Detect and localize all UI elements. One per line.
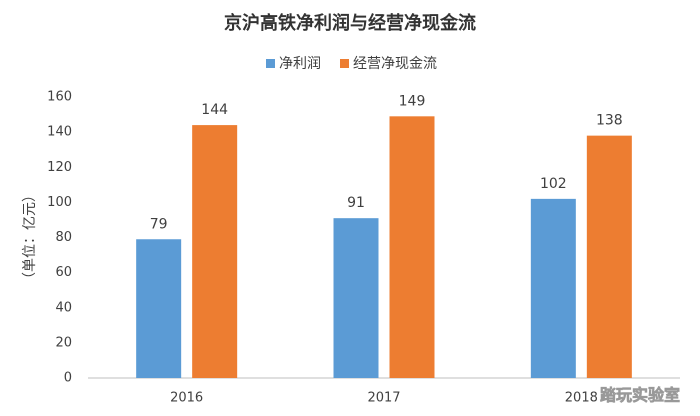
y-tick-label: 60 — [55, 265, 72, 280]
y-tick-label: 40 — [55, 300, 72, 315]
legend-label: 经营净现金流 — [353, 56, 437, 72]
bar — [192, 125, 238, 378]
y-axis-label: （单位：亿元） — [22, 188, 38, 286]
data-label: 79 — [150, 216, 168, 232]
y-tick-label: 100 — [47, 195, 72, 210]
legend-swatch — [340, 59, 349, 68]
bar — [136, 239, 182, 378]
chart-title: 京沪高铁净利润与经营净现金流 — [224, 12, 476, 34]
data-label: 102 — [540, 176, 567, 192]
y-tick-label: 20 — [55, 335, 72, 350]
y-tick-label: 140 — [47, 125, 72, 140]
legend-swatch — [266, 59, 275, 68]
data-label: 144 — [201, 102, 228, 118]
bar — [389, 116, 435, 378]
bar — [530, 198, 576, 378]
watermark: 踏玩实验室 — [600, 386, 680, 405]
x-tick-label: 2018 — [565, 391, 598, 406]
x-tick-label: 2017 — [367, 391, 400, 406]
bar — [586, 135, 632, 378]
bar — [333, 218, 379, 378]
data-label: 91 — [347, 195, 365, 211]
y-tick-label: 80 — [55, 230, 72, 245]
x-tick-label: 2016 — [170, 391, 203, 406]
y-tick-label: 0 — [64, 371, 72, 386]
legend-label: 净利润 — [279, 56, 321, 72]
y-tick-label: 120 — [47, 160, 72, 175]
data-label: 138 — [596, 113, 623, 129]
y-tick-label: 160 — [47, 90, 72, 105]
data-label: 149 — [399, 93, 426, 109]
